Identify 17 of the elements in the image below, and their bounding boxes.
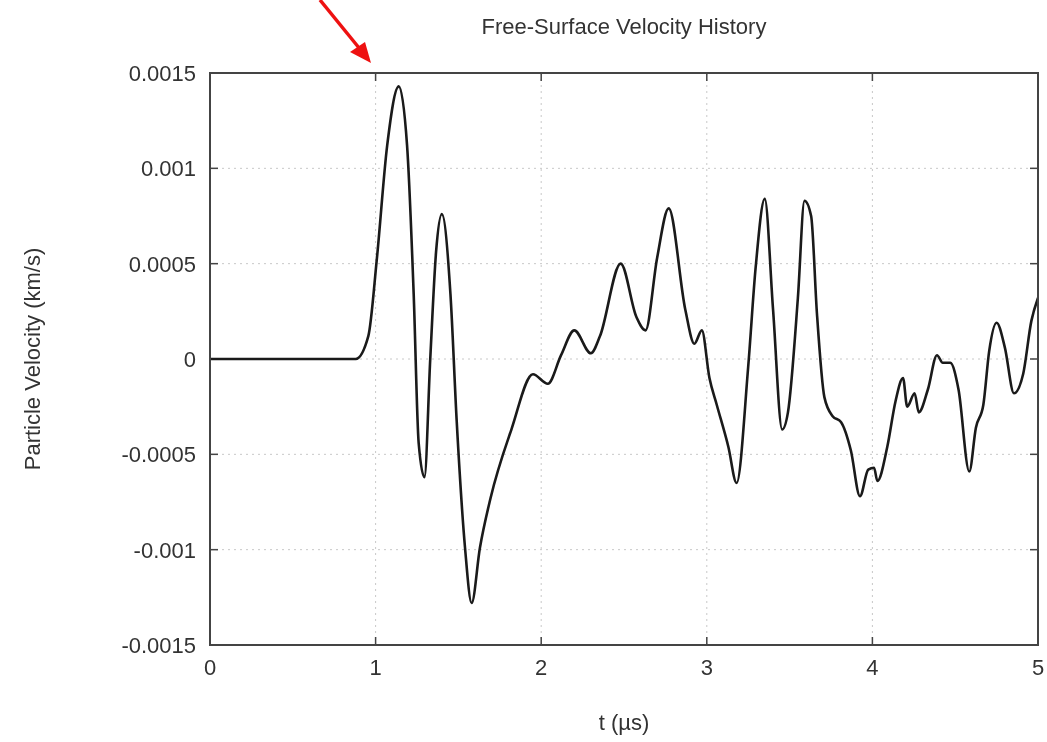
x-tick-label: 5 xyxy=(1031,655,1045,680)
y-tick-label: 0 xyxy=(183,347,196,372)
x-tick-label: 1 xyxy=(369,655,382,680)
y-tick-label: -0.0015 xyxy=(121,633,196,658)
y-tick-label: -0.001 xyxy=(133,537,196,563)
y-axis-title: Particle Velocity (km/s) xyxy=(20,247,45,471)
x-tick-label: 4 xyxy=(866,655,879,680)
x-axis-title: t (µs) xyxy=(598,710,650,735)
x-tick-label: 2 xyxy=(535,655,548,680)
y-tick-label: -0.0005 xyxy=(121,442,196,468)
line-series xyxy=(210,85,1038,605)
y-tick-label: 0.0005 xyxy=(128,251,196,277)
y-tick-label: 0.001 xyxy=(140,156,196,182)
chart-title: Free-Surface Velocity History xyxy=(481,14,767,39)
y-tick-label: 0.0015 xyxy=(128,61,196,86)
x-tick-label: 0 xyxy=(203,655,217,680)
x-tick-label: 3 xyxy=(700,655,713,680)
